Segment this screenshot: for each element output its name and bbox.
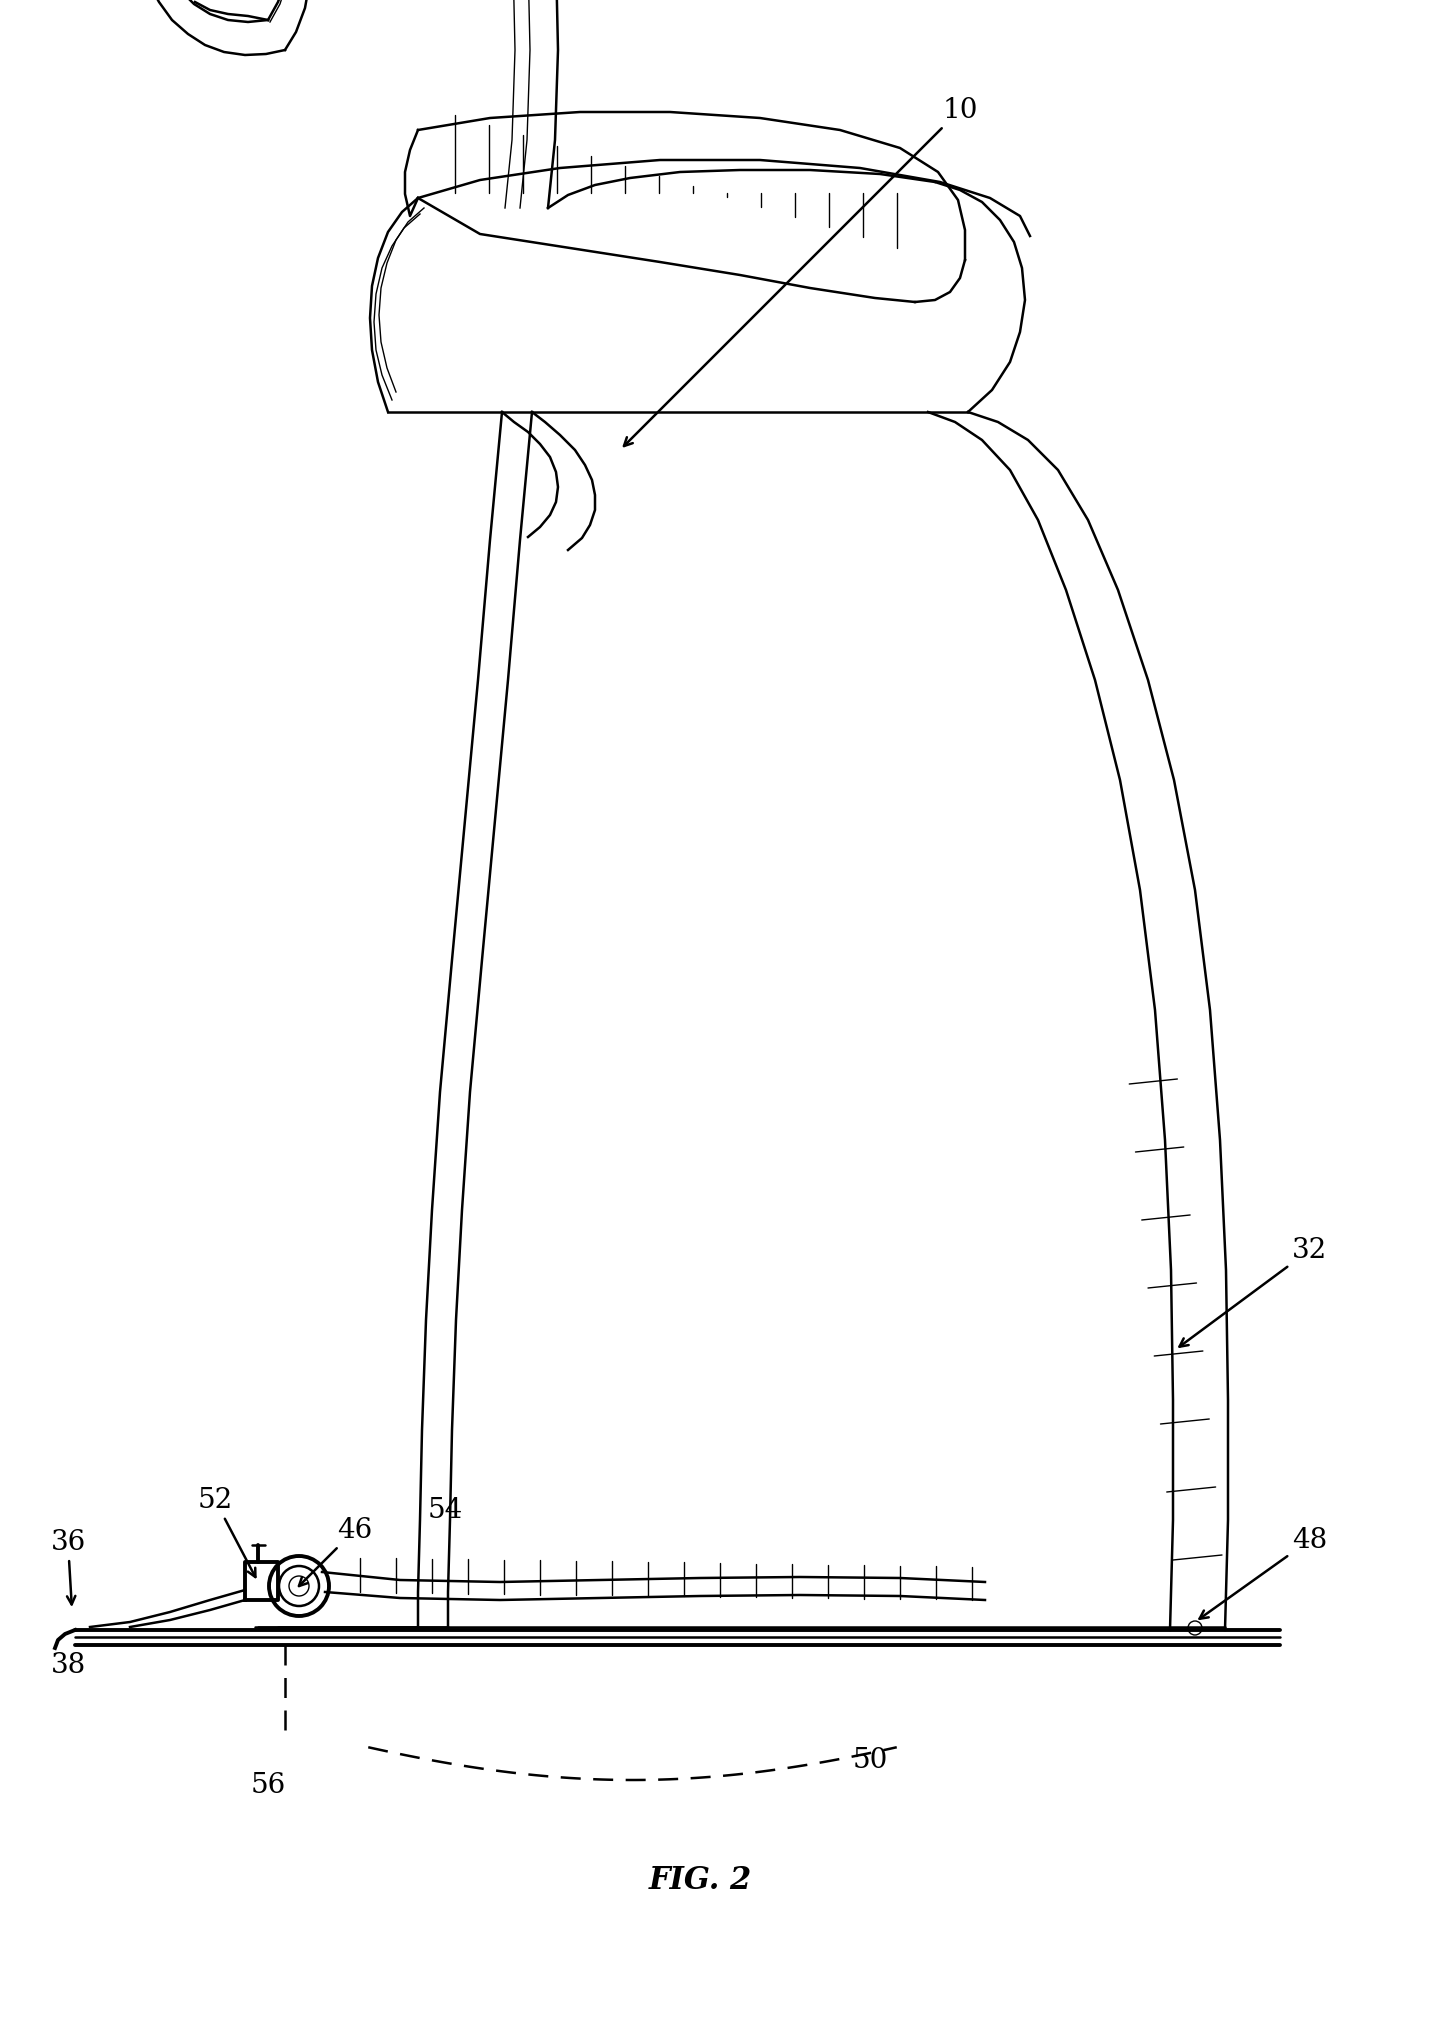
Text: 36: 36	[51, 1529, 85, 1604]
Text: 10: 10	[623, 97, 978, 447]
Text: 32: 32	[1179, 1236, 1328, 1348]
Text: 48: 48	[1199, 1527, 1328, 1620]
Text: 52: 52	[198, 1486, 255, 1577]
Text: 38: 38	[51, 1652, 85, 1679]
Text: FIG. 2: FIG. 2	[648, 1866, 752, 1896]
Text: 56: 56	[251, 1772, 286, 1799]
Text: 54: 54	[427, 1496, 463, 1525]
Text: 46: 46	[299, 1516, 372, 1585]
Text: 50: 50	[853, 1746, 887, 1774]
